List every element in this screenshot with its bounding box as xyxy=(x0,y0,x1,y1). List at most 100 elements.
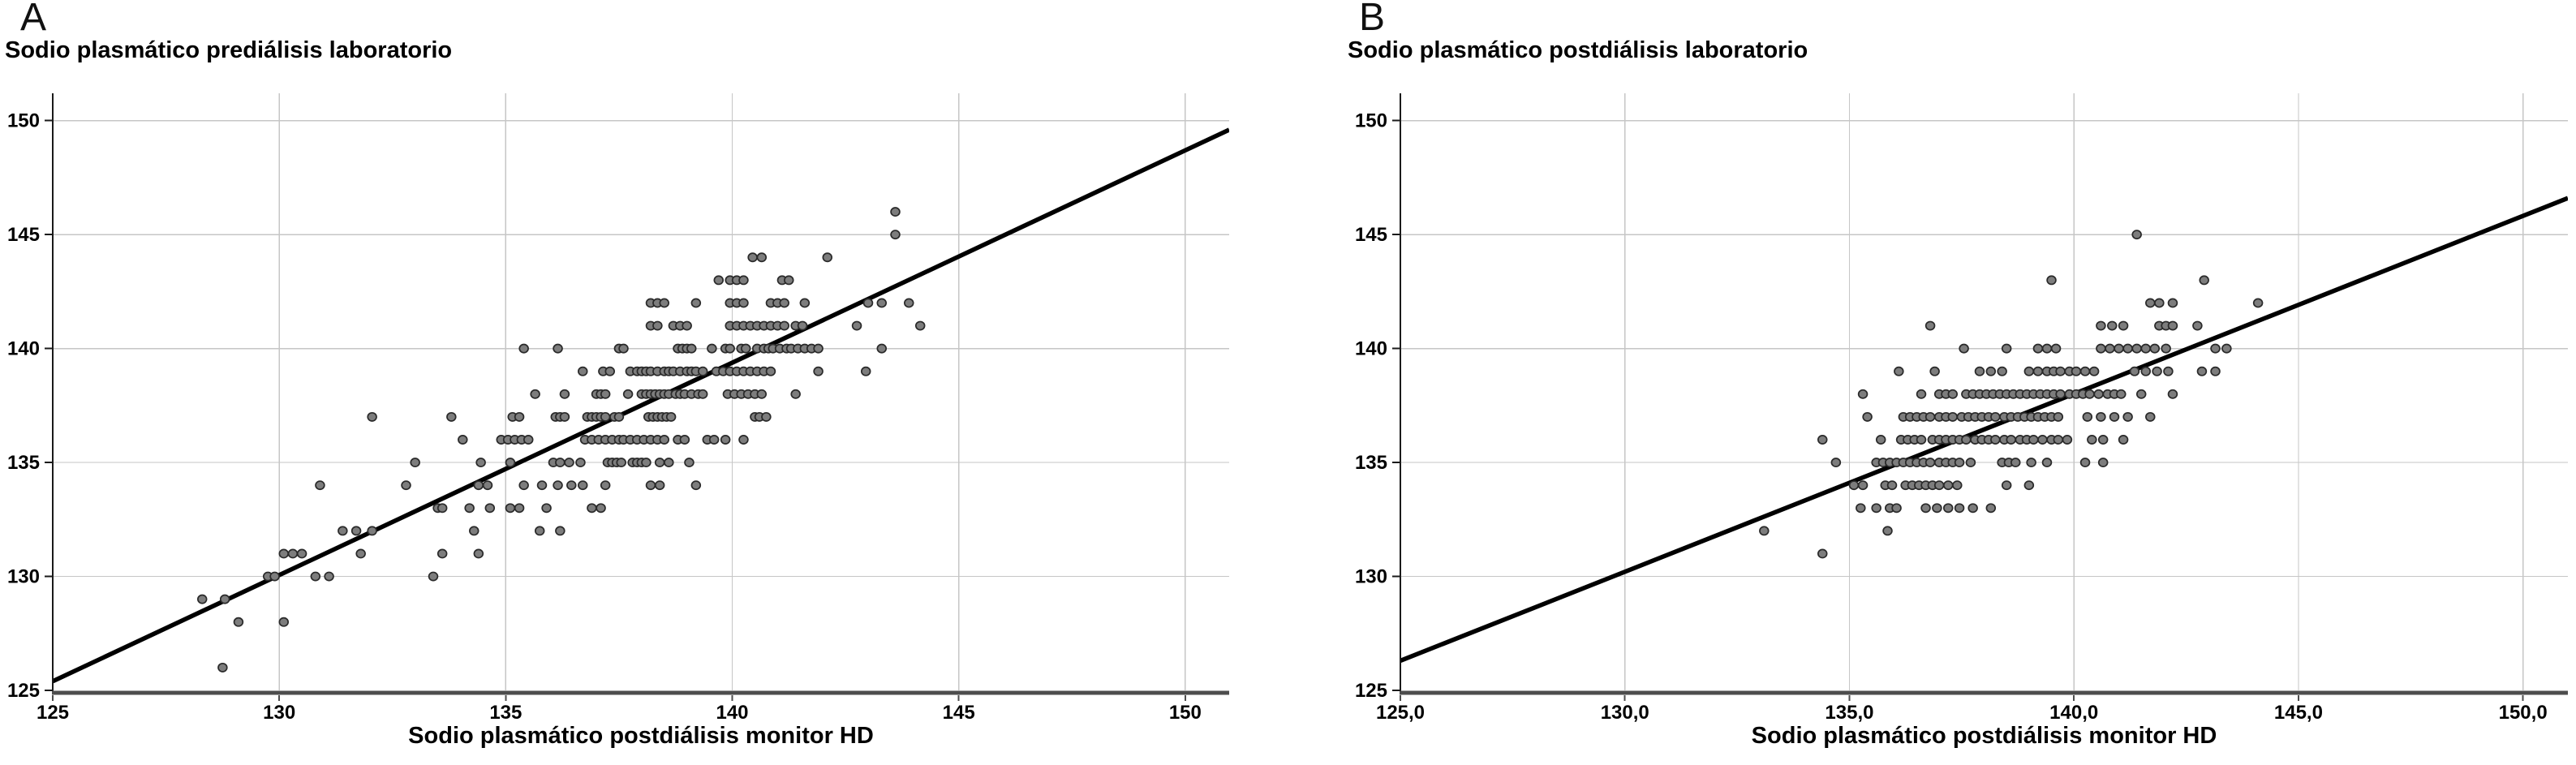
scatter-point xyxy=(269,571,280,582)
scatter-point xyxy=(2046,275,2057,286)
scatter-point xyxy=(1848,480,1860,491)
scatter-point xyxy=(756,389,768,399)
scatter-point xyxy=(613,411,625,422)
y-tick-label: 140 xyxy=(1355,338,1387,360)
scatter-point xyxy=(2050,343,2062,354)
scatter-point xyxy=(2167,320,2178,331)
scatter-point xyxy=(1916,435,1927,445)
scatter-point xyxy=(1985,366,1997,376)
scatter-point xyxy=(2252,298,2264,308)
scatter-point xyxy=(2221,343,2232,354)
y-tick-label: 130 xyxy=(1355,566,1387,588)
scatter-point xyxy=(518,343,529,354)
y-tick-label: 135 xyxy=(1355,452,1387,474)
scatter-point xyxy=(523,435,534,445)
scatter-point xyxy=(756,252,768,263)
scatter-point xyxy=(2032,366,2044,376)
scatter-point xyxy=(2129,366,2140,376)
scatter-point xyxy=(1929,366,1940,376)
scatter-point xyxy=(708,435,720,445)
panel-letter-a: A xyxy=(20,0,48,39)
scatter-point xyxy=(401,480,411,491)
scatter-point xyxy=(587,503,597,514)
scatter-point xyxy=(428,571,439,582)
scatter-point xyxy=(665,411,677,422)
scatter-point xyxy=(2032,343,2044,354)
scatter-point xyxy=(575,458,586,468)
scatter-point xyxy=(2118,435,2129,445)
scatter-point xyxy=(534,526,545,536)
scatter-point xyxy=(1967,503,1978,514)
x-tick-label: 140,0 xyxy=(2049,702,2098,724)
x-tick-label: 145 xyxy=(943,702,975,724)
scatter-point xyxy=(475,458,486,468)
scatter-point xyxy=(784,275,794,286)
scatter-point xyxy=(578,366,588,376)
scatter-point xyxy=(851,320,862,331)
scatter-plot-a: 125 130 135 140 145 150 125 130 135 140 145 150 xyxy=(7,93,1229,724)
scatter-point xyxy=(555,458,566,468)
scatter-point xyxy=(761,411,772,422)
scatter-point xyxy=(1886,480,1898,491)
scatter-point xyxy=(2122,343,2133,354)
y-tick-label: 140 xyxy=(7,338,40,360)
scatter-point xyxy=(799,298,811,308)
scatter-point xyxy=(338,526,348,536)
scatter-point xyxy=(566,480,577,491)
scatter-point xyxy=(446,411,457,422)
scatter-point xyxy=(2088,366,2100,376)
scatter-point xyxy=(217,662,228,673)
scatter-point xyxy=(564,458,574,468)
scatter-point xyxy=(1947,411,1959,422)
scatter-point xyxy=(790,389,801,399)
x-tick-label: 130 xyxy=(263,702,295,724)
scatter-point xyxy=(1997,366,2007,376)
scatter-point xyxy=(600,411,611,422)
scatter-point xyxy=(315,480,325,491)
scatter-point xyxy=(904,298,914,308)
scatter-point xyxy=(682,320,692,331)
scatter-point xyxy=(684,458,695,468)
scatter-point xyxy=(2122,411,2133,422)
scatter-point xyxy=(1924,458,1936,468)
scatter-point xyxy=(779,320,789,331)
scatter-point xyxy=(350,526,362,536)
scatter-point xyxy=(2079,458,2091,468)
scatter-point xyxy=(622,389,634,399)
scatter-point xyxy=(713,275,725,286)
scatter-point xyxy=(860,366,871,376)
scatter-point xyxy=(1882,526,1893,536)
scatter-point xyxy=(2006,435,2016,445)
scatter-point xyxy=(2097,435,2109,445)
scatter-point xyxy=(600,389,611,399)
scatter-point xyxy=(367,411,377,422)
scatter-point xyxy=(555,526,566,536)
scatter-point xyxy=(219,594,230,604)
scatter-point xyxy=(596,503,606,514)
scatter-point xyxy=(2161,343,2171,354)
scatter-point xyxy=(2154,298,2165,308)
scatter-point xyxy=(2023,480,2035,491)
scatter-point xyxy=(2041,343,2053,354)
x-tick-label: 125,0 xyxy=(1376,702,1425,724)
y-tick-label: 130 xyxy=(7,566,40,588)
scatter-point xyxy=(2152,366,2162,376)
scatter-point xyxy=(876,343,888,354)
scatter-point xyxy=(2062,435,2073,445)
scatter-point xyxy=(514,503,525,514)
scatter-point xyxy=(2109,411,2120,422)
scatter-point xyxy=(738,298,749,308)
scatter-point xyxy=(2084,389,2095,399)
scatter-point xyxy=(355,548,366,559)
scatter-point xyxy=(458,435,468,445)
scatter-point xyxy=(2114,343,2124,354)
x-tick-label: 135 xyxy=(489,702,522,724)
scatter-point xyxy=(1862,411,1873,422)
scatter-point xyxy=(2079,366,2091,376)
scatter-point xyxy=(536,480,548,491)
scatter-point xyxy=(2082,411,2093,422)
scatter-point xyxy=(1990,411,2001,422)
scatter-point xyxy=(738,275,749,286)
scatter-point xyxy=(541,503,552,514)
